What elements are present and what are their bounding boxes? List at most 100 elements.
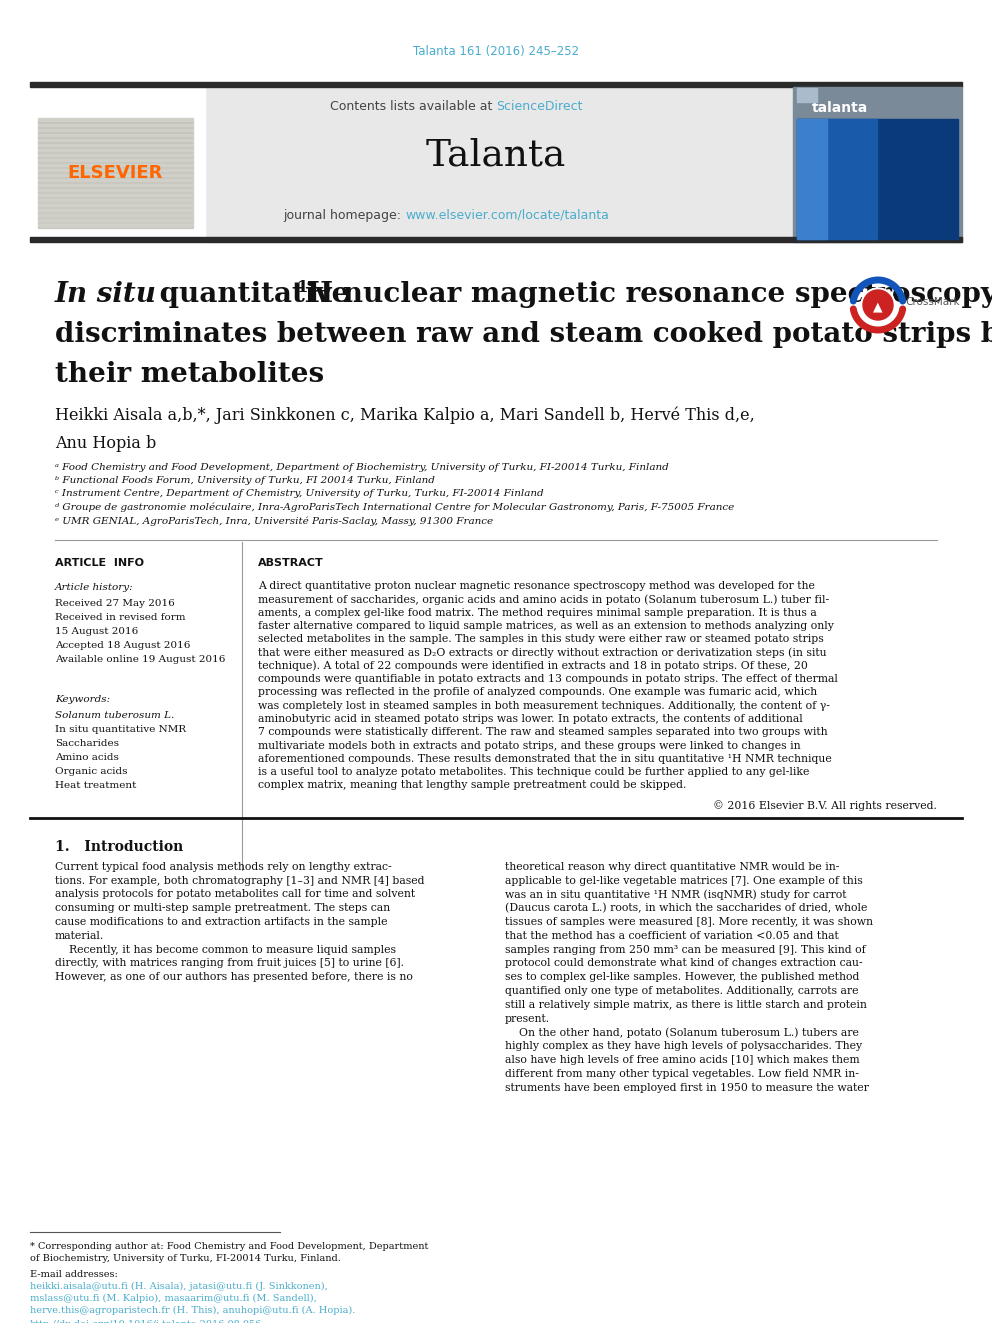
Text: ▲: ▲ (873, 300, 883, 314)
Text: 1.   Introduction: 1. Introduction (55, 840, 184, 853)
Text: Organic acids: Organic acids (55, 767, 128, 777)
Text: http://dx.doi.org/10.1016/j.talanta.2016.08.056: http://dx.doi.org/10.1016/j.talanta.2016… (30, 1320, 262, 1323)
Text: measurement of saccharides, organic acids and amino acids in potato (Solanum tub: measurement of saccharides, organic acid… (258, 594, 829, 605)
Bar (30, 82, 962, 87)
Text: Received in revised form: Received in revised form (55, 613, 186, 622)
Text: was completely lost in steamed samples in both measurement techniques. Additiona: was completely lost in steamed samples i… (258, 701, 830, 710)
Text: aforementioned compounds. These results demonstrated that the in situ quantitati: aforementioned compounds. These results … (258, 754, 831, 763)
Text: H nuclear magnetic resonance spectroscopy: H nuclear magnetic resonance spectroscop… (307, 282, 992, 308)
Text: compounds were quantifiable in potato extracts and 13 compounds in potato strips: compounds were quantifiable in potato ex… (258, 675, 838, 684)
Text: A direct quantitative proton nuclear magnetic resonance spectroscopy method was : A direct quantitative proton nuclear mag… (258, 581, 814, 591)
Text: However, as one of our authors has presented before, there is no: However, as one of our authors has prese… (55, 972, 413, 982)
Text: multivariate models both in extracts and potato strips, and these groups were li: multivariate models both in extracts and… (258, 741, 801, 750)
Text: also have high levels of free amino acids [10] which makes them: also have high levels of free amino acid… (505, 1054, 860, 1065)
Text: In situ quantitative NMR: In situ quantitative NMR (55, 725, 186, 734)
Bar (30, 237, 962, 242)
Text: ses to complex gel-like samples. However, the published method: ses to complex gel-like samples. However… (505, 972, 859, 982)
Text: ELSEVIER: ELSEVIER (67, 164, 163, 183)
Text: ᵇ Functional Foods Forum, University of Turku, FI 20014 Turku, Finland: ᵇ Functional Foods Forum, University of … (55, 476, 434, 486)
Text: ᵈ Groupe de gastronomie moléculaire, Inra-AgroParisTech International Centre for: ᵈ Groupe de gastronomie moléculaire, Inr… (55, 503, 734, 512)
Text: Solanum tuberosum L.: Solanum tuberosum L. (55, 710, 175, 720)
Text: was an in situ quantitative ¹H NMR (isqNMR) study for carrot: was an in situ quantitative ¹H NMR (isqN… (505, 889, 846, 900)
Circle shape (861, 288, 895, 321)
Text: of Biochemistry, University of Turku, FI-20014 Turku, Finland.: of Biochemistry, University of Turku, FI… (30, 1254, 341, 1263)
Text: technique). A total of 22 compounds were identified in extracts and 18 in potato: technique). A total of 22 compounds were… (258, 660, 807, 671)
Text: In situ: In situ (55, 282, 157, 308)
Text: © 2016 Elsevier B.V. All rights reserved.: © 2016 Elsevier B.V. All rights reserved… (713, 800, 937, 811)
Text: On the other hand, potato (Solanum tuberosum L.) tubers are: On the other hand, potato (Solanum tuber… (505, 1028, 859, 1039)
Text: complex matrix, meaning that lengthy sample pretreatment could be skipped.: complex matrix, meaning that lengthy sam… (258, 781, 686, 791)
Text: quantitative: quantitative (150, 282, 359, 308)
Text: E-mail addresses:: E-mail addresses: (30, 1270, 121, 1279)
Bar (205, 87, 792, 242)
Text: tions. For example, both chromatography [1–3] and NMR [4] based: tions. For example, both chromatography … (55, 876, 425, 885)
Bar (797, 119, 827, 239)
Text: that the method has a coefficient of variation <0.05 and that: that the method has a coefficient of var… (505, 931, 839, 941)
Text: ScienceDirect: ScienceDirect (496, 99, 582, 112)
Text: * Corresponding author at: Food Chemistry and Food Development, Department: * Corresponding author at: Food Chemistr… (30, 1242, 429, 1252)
Text: herve.this@agroparistech.fr (H. This), anuhopi@utu.fi (A. Hopia).: herve.this@agroparistech.fr (H. This), a… (30, 1306, 355, 1315)
Text: Talanta: Talanta (426, 138, 566, 173)
Text: Accepted 18 August 2016: Accepted 18 August 2016 (55, 642, 190, 650)
Text: discriminates between raw and steam cooked potato strips based on: discriminates between raw and steam cook… (55, 321, 992, 348)
Text: Anu Hopia b: Anu Hopia b (55, 434, 157, 451)
Text: ARTICLE  INFO: ARTICLE INFO (55, 558, 144, 568)
Text: ᵉ UMR GENIAL, AgroParisTech, Inra, Université Paris-Saclay, Massy, 91300 France: ᵉ UMR GENIAL, AgroParisTech, Inra, Unive… (55, 516, 493, 525)
Bar (38, 118, 193, 228)
Text: aminobutyric acid in steamed potato strips was lower. In potato extracts, the co: aminobutyric acid in steamed potato stri… (258, 714, 803, 724)
Text: Recently, it has become common to measure liquid samples: Recently, it has become common to measur… (55, 945, 396, 955)
Text: analysis protocols for potato metabolites call for time and solvent: analysis protocols for potato metabolite… (55, 889, 415, 900)
Text: (Daucus carota L.) roots, in which the saccharides of dried, whole: (Daucus carota L.) roots, in which the s… (505, 904, 867, 914)
Text: cause modifications to and extraction artifacts in the sample: cause modifications to and extraction ar… (55, 917, 388, 927)
Text: 1: 1 (297, 279, 309, 295)
Text: Heikki Aisala a,b,*, Jari Sinkkonen c, Marika Kalpio a, Mari Sandell b, Hervé Th: Heikki Aisala a,b,*, Jari Sinkkonen c, M… (55, 406, 755, 423)
Text: Amino acids: Amino acids (55, 753, 119, 762)
Text: heikki.aisala@utu.fi (H. Aisala), jatasi@utu.fi (J. Sinkkonen),: heikki.aisala@utu.fi (H. Aisala), jatasi… (30, 1282, 327, 1291)
Text: is a useful tool to analyze potato metabolites. This technique could be further : is a useful tool to analyze potato metab… (258, 767, 809, 777)
Text: talanta: talanta (811, 101, 868, 115)
Text: theoretical reason why direct quantitative NMR would be in-: theoretical reason why direct quantitati… (505, 861, 839, 872)
Text: Available online 19 August 2016: Available online 19 August 2016 (55, 655, 225, 664)
Circle shape (863, 290, 893, 320)
Text: faster alternative compared to liquid sample matrices, as well as an extension t: faster alternative compared to liquid sa… (258, 620, 834, 631)
Text: applicable to gel-like vegetable matrices [7]. One example of this: applicable to gel-like vegetable matrice… (505, 876, 863, 885)
Text: different from many other typical vegetables. Low field NMR in-: different from many other typical vegeta… (505, 1069, 859, 1078)
Text: present.: present. (505, 1013, 551, 1024)
Text: mslass@utu.fi (M. Kalpio), masaarim@utu.fi (M. Sandell),: mslass@utu.fi (M. Kalpio), masaarim@utu.… (30, 1294, 316, 1303)
Text: 7 compounds were statistically different. The raw and steamed samples separated : 7 compounds were statistically different… (258, 728, 827, 737)
Text: consuming or multi-step sample pretreatment. The steps can: consuming or multi-step sample pretreatm… (55, 904, 390, 913)
Text: directly, with matrices ranging from fruit juices [5] to urine [6].: directly, with matrices ranging from fru… (55, 958, 404, 968)
Text: still a relatively simple matrix, as there is little starch and protein: still a relatively simple matrix, as the… (505, 1000, 867, 1009)
Text: tissues of samples were measured [8]. More recently, it was shown: tissues of samples were measured [8]. Mo… (505, 917, 873, 927)
Text: highly complex as they have high levels of polysaccharides. They: highly complex as they have high levels … (505, 1041, 862, 1052)
Text: ABSTRACT: ABSTRACT (258, 558, 323, 568)
Text: processing was reflected in the profile of analyzed compounds. One example was f: processing was reflected in the profile … (258, 688, 817, 697)
Text: ᶜ Instrument Centre, Department of Chemistry, University of Turku, Turku, FI-200: ᶜ Instrument Centre, Department of Chemi… (55, 490, 544, 499)
Bar (797, 89, 817, 102)
Text: protocol could demonstrate what kind of changes extraction cau-: protocol could demonstrate what kind of … (505, 958, 863, 968)
Text: Current typical food analysis methods rely on lengthy extrac-: Current typical food analysis methods re… (55, 861, 392, 872)
Text: Article history:: Article history: (55, 583, 134, 591)
Text: Talanta 161 (2016) 245–252: Talanta 161 (2016) 245–252 (413, 45, 579, 58)
Text: aments, a complex gel-like food matrix. The method requires minimal sample prepa: aments, a complex gel-like food matrix. … (258, 607, 816, 618)
Text: quantified only one type of metabolites. Additionally, carrots are: quantified only one type of metabolites.… (505, 986, 858, 996)
Text: 15 August 2016: 15 August 2016 (55, 627, 138, 636)
Text: samples ranging from 250 mm³ can be measured [9]. This kind of: samples ranging from 250 mm³ can be meas… (505, 945, 866, 955)
Text: struments have been employed first in 1950 to measure the water: struments have been employed first in 19… (505, 1082, 869, 1093)
Bar (793, 87, 962, 242)
Text: journal homepage:: journal homepage: (283, 209, 405, 221)
Text: Received 27 May 2016: Received 27 May 2016 (55, 599, 175, 609)
Text: Heat treatment: Heat treatment (55, 781, 136, 790)
Text: material.: material. (55, 931, 104, 941)
Text: their metabolites: their metabolites (55, 361, 324, 389)
Text: selected metabolites in the sample. The samples in this study were either raw or: selected metabolites in the sample. The … (258, 634, 823, 644)
Text: CrossMark: CrossMark (905, 296, 959, 307)
Bar (30, 87, 205, 242)
Text: that were either measured as D₂O extracts or directly without extraction or deri: that were either measured as D₂O extract… (258, 647, 826, 658)
Text: Keywords:: Keywords: (55, 695, 110, 704)
Bar (797, 119, 877, 239)
Bar (797, 119, 958, 239)
Text: ᵃ Food Chemistry and Food Development, Department of Biochemistry, University of: ᵃ Food Chemistry and Food Development, D… (55, 463, 669, 471)
Text: www.elsevier.com/locate/talanta: www.elsevier.com/locate/talanta (405, 209, 609, 221)
Text: Saccharides: Saccharides (55, 740, 119, 747)
